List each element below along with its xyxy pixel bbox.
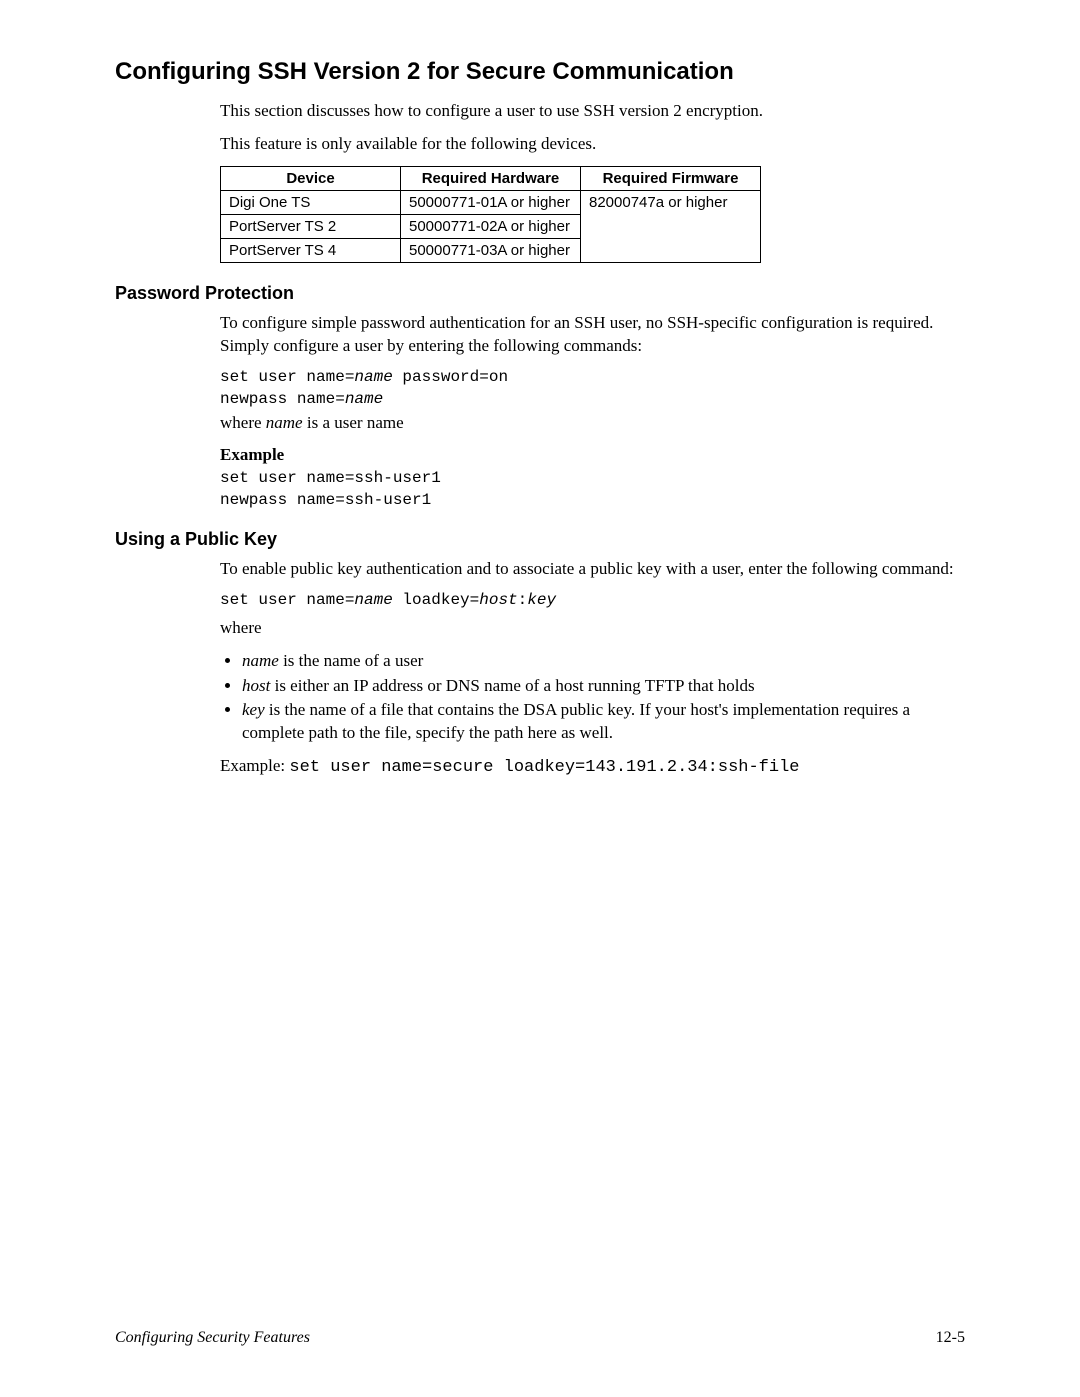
cell-device: Digi One TS — [221, 190, 401, 214]
list-item: key is the name of a file that contains … — [242, 699, 965, 745]
text: is the name of a file that contains the … — [242, 700, 910, 742]
intro-paragraph-1: This section discusses how to configure … — [220, 100, 965, 123]
table-header-row: Device Required Hardware Required Firmwa… — [221, 166, 761, 190]
variable: host — [242, 676, 270, 695]
cell-device: PortServer TS 2 — [221, 214, 401, 238]
cell-hardware: 50000771-03A or higher — [401, 238, 581, 262]
section-password-body: To configure simple password authenticat… — [220, 312, 965, 509]
cell-device: PortServer TS 4 — [221, 238, 401, 262]
cmd-text: loadkey= — [393, 591, 479, 609]
header-device: Device — [221, 166, 401, 190]
variable: key — [242, 700, 265, 719]
page-footer: Configuring Security Features 12-5 — [115, 1329, 965, 1347]
example-command: set user name=secure loadkey=143.191.2.3… — [289, 758, 799, 777]
device-table: Device Required Hardware Required Firmwa… — [220, 166, 761, 263]
example-line: Example: set user name=secure loadkey=14… — [220, 755, 965, 780]
footer-title: Configuring Security Features — [115, 1329, 310, 1347]
section-heading-publickey: Using a Public Key — [115, 529, 965, 550]
table-row: Digi One TS 50000771-01A or higher 82000… — [221, 190, 761, 214]
intro-block: This section discusses how to configure … — [220, 100, 965, 263]
example-command: set user name=ssh-user1 — [220, 469, 965, 487]
example-label: Example — [220, 445, 965, 465]
cmd-text: set user name= — [220, 368, 354, 386]
password-intro-text: To configure simple password authenticat… — [220, 312, 965, 358]
list-item: host is either an IP address or DNS name… — [242, 675, 965, 698]
text: Example: — [220, 756, 289, 775]
command-line: set user name=name password=on — [220, 368, 965, 386]
list-item: name is the name of a user — [242, 650, 965, 673]
cmd-text: : — [518, 591, 528, 609]
text: is the name of a user — [279, 651, 423, 670]
where-clause: where name is a user name — [220, 412, 965, 435]
cell-hardware: 50000771-02A or higher — [401, 214, 581, 238]
page-number: 12-5 — [936, 1329, 965, 1347]
bullet-list: name is the name of a user host is eithe… — [220, 650, 965, 746]
cell-firmware: 82000747a or higher — [581, 190, 761, 262]
variable: name — [266, 413, 303, 432]
cmd-variable: host — [479, 591, 517, 609]
command-line: set user name=name loadkey=host:key — [220, 591, 965, 609]
text: is a user name — [303, 413, 404, 432]
cmd-text: password=on — [393, 368, 508, 386]
text: is either an IP address or DNS name of a… — [270, 676, 754, 695]
intro-paragraph-2: This feature is only available for the f… — [220, 133, 965, 156]
cmd-variable: name — [354, 591, 392, 609]
header-firmware: Required Firmware — [581, 166, 761, 190]
section-heading-password: Password Protection — [115, 283, 965, 304]
variable: name — [242, 651, 279, 670]
where-label: where — [220, 617, 965, 640]
cmd-text: set user name= — [220, 591, 354, 609]
text: where — [220, 413, 266, 432]
header-hardware: Required Hardware — [401, 166, 581, 190]
command-line: newpass name=name — [220, 390, 965, 408]
cmd-variable: name — [354, 368, 392, 386]
publickey-intro-text: To enable public key authentication and … — [220, 558, 965, 581]
cell-hardware: 50000771-01A or higher — [401, 190, 581, 214]
section-publickey-body: To enable public key authentication and … — [220, 558, 965, 781]
cmd-variable: name — [345, 390, 383, 408]
cmd-variable: key — [527, 591, 556, 609]
page-content: Configuring SSH Version 2 for Secure Com… — [0, 0, 1080, 780]
example-command: newpass name=ssh-user1 — [220, 491, 965, 509]
cmd-text: newpass name= — [220, 390, 345, 408]
main-heading: Configuring SSH Version 2 for Secure Com… — [115, 58, 965, 86]
